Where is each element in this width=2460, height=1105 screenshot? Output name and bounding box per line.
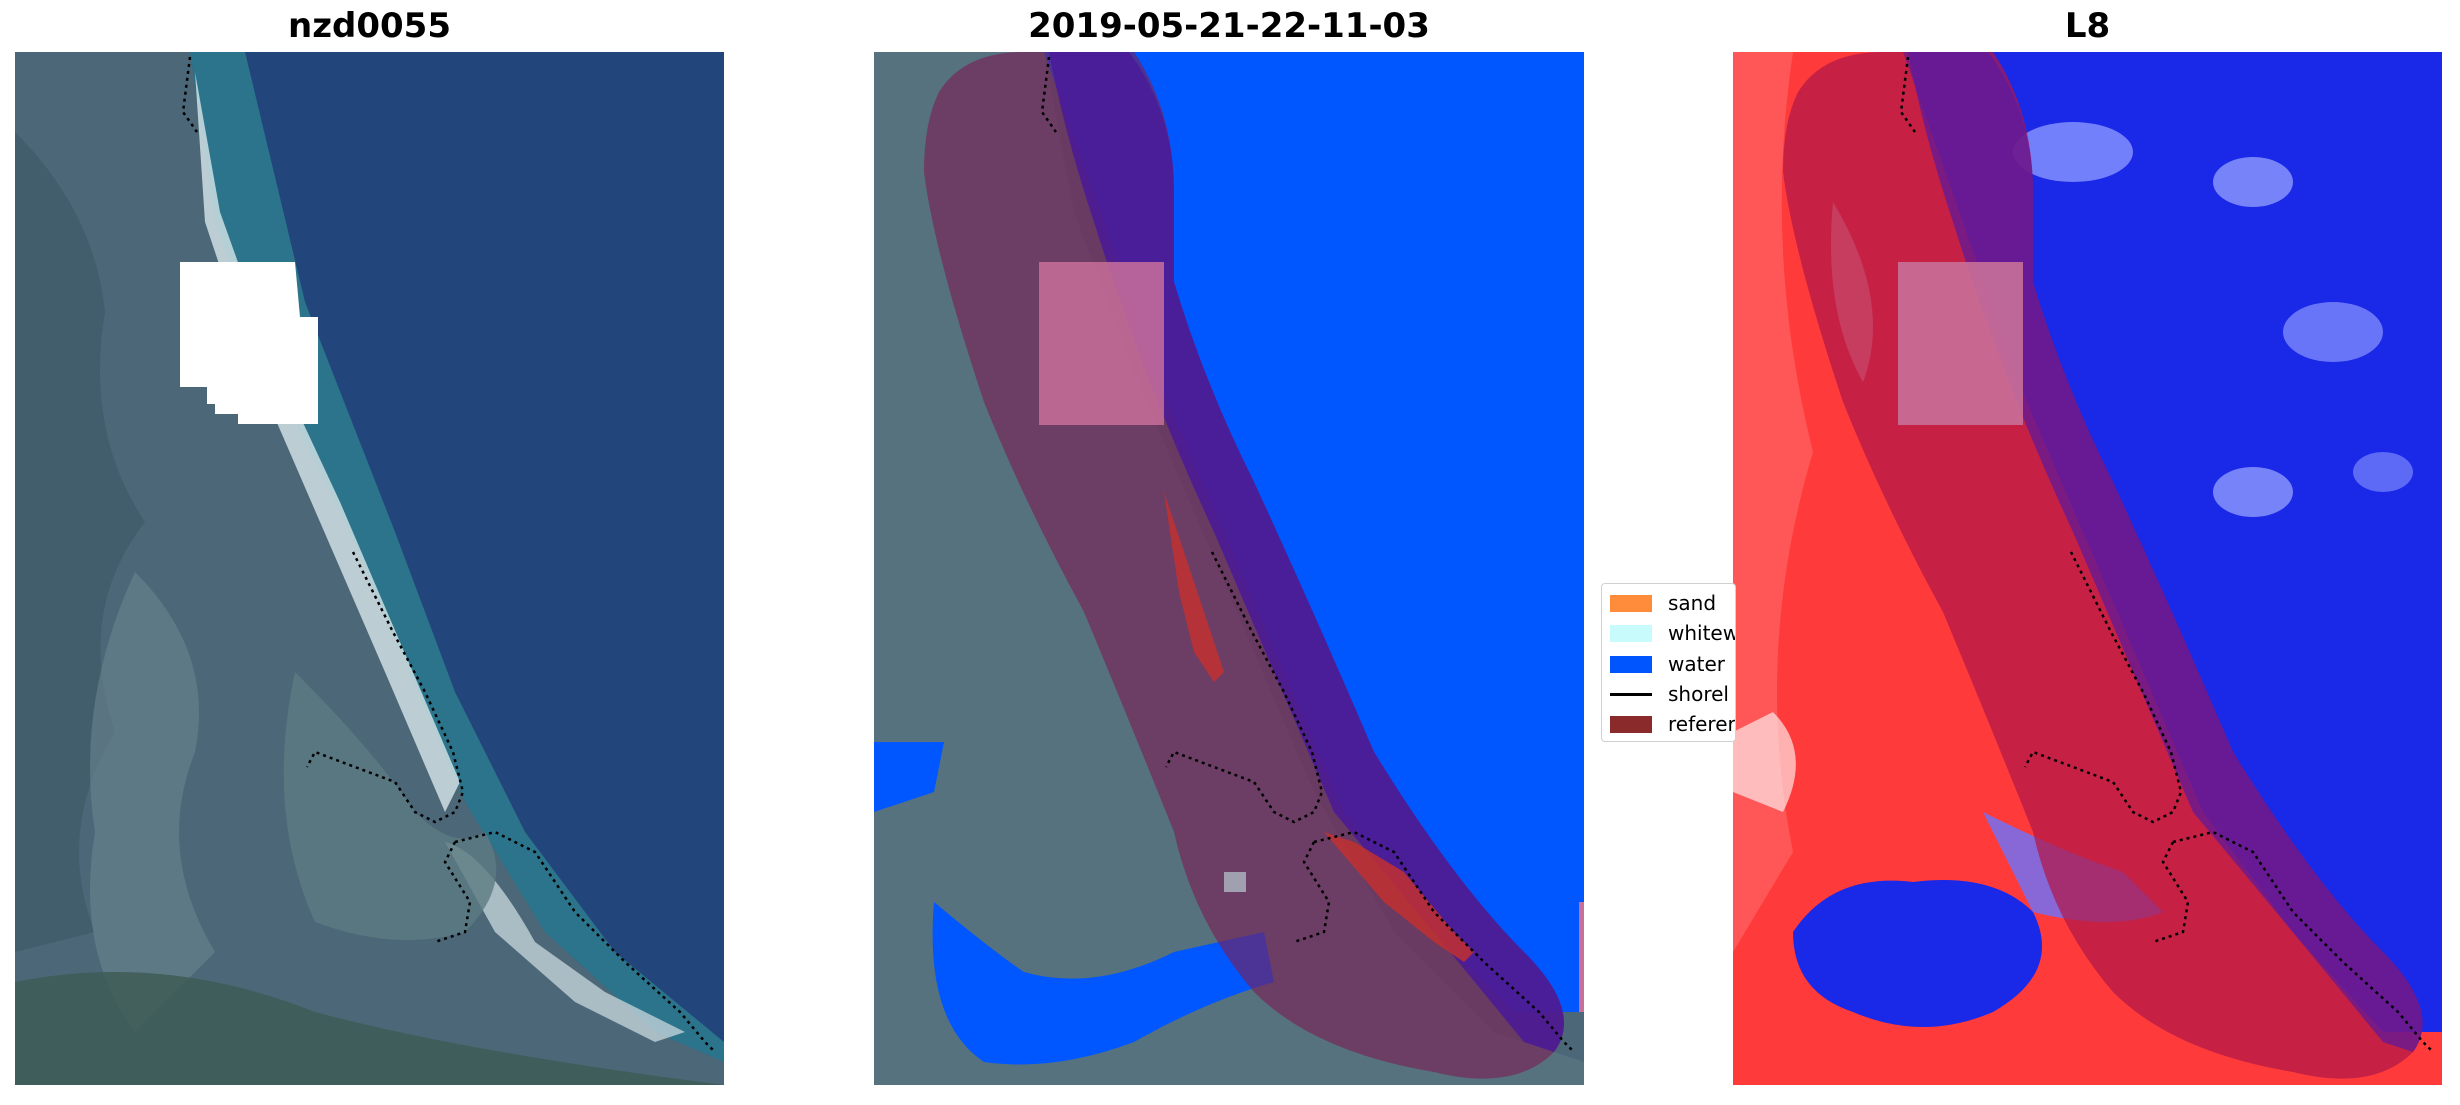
cloud-mask-patch bbox=[180, 262, 318, 424]
legend-label: shorel bbox=[1668, 682, 1729, 706]
classification-image bbox=[874, 52, 1584, 1085]
legend: sand whitew water shorel referer bbox=[1601, 583, 1736, 742]
shoreline-swatch bbox=[1610, 692, 1652, 696]
legend-item-reference: referer bbox=[1610, 712, 1736, 736]
rgb-satellite-image bbox=[15, 52, 724, 1085]
index-map-image bbox=[1733, 52, 2442, 1085]
reference-swatch bbox=[1610, 715, 1652, 733]
classification-panel bbox=[874, 52, 1584, 1085]
left-panel-title: nzd0055 bbox=[288, 6, 451, 46]
water-swatch bbox=[1610, 655, 1652, 673]
legend-label: water bbox=[1668, 652, 1725, 676]
sand-swatch bbox=[1610, 594, 1652, 612]
water-class-area bbox=[1044, 52, 1584, 1012]
legend-item-whitewater: whitew bbox=[1610, 621, 1736, 645]
negative-index-area bbox=[1903, 52, 2442, 1032]
middle-panel-title: 2019-05-21-22-11-03 bbox=[1028, 6, 1430, 46]
legend-label: referer bbox=[1668, 712, 1736, 736]
rgb-image-panel bbox=[15, 52, 724, 1085]
legend-label: sand bbox=[1668, 591, 1717, 615]
whitewater-swatch bbox=[1610, 624, 1652, 642]
index-map-panel bbox=[1733, 52, 2442, 1085]
legend-label: whitew bbox=[1668, 621, 1736, 645]
legend-item-sand: sand bbox=[1610, 591, 1716, 615]
legend-item-water: water bbox=[1610, 652, 1725, 676]
cloud-mask-patch bbox=[1898, 262, 2023, 425]
right-panel-title: L8 bbox=[2064, 6, 2111, 46]
cloud-mask-patch bbox=[1039, 262, 1164, 425]
legend-item-shoreline: shorel bbox=[1610, 682, 1729, 706]
